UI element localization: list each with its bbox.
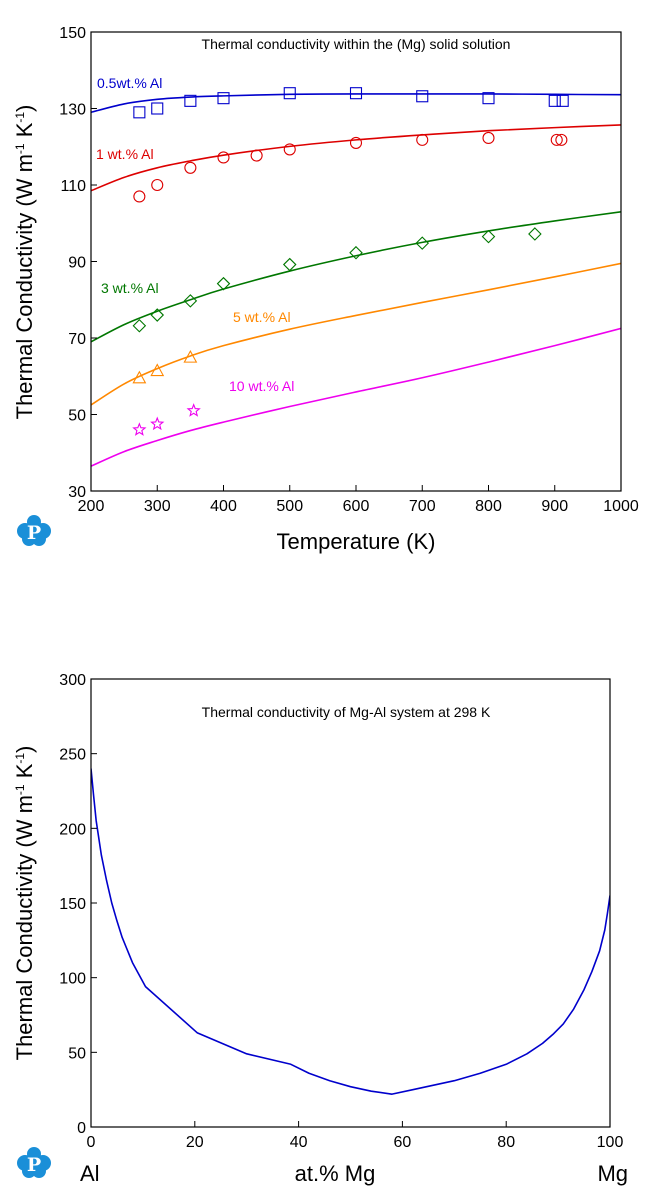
x-tick-label-900: 900 bbox=[541, 498, 568, 515]
series-label-1wt-al: 1 wt.% Al bbox=[96, 146, 154, 162]
conductivity-curve-0 bbox=[91, 768, 610, 1095]
series-label-10wt-al: 10 wt.% Al bbox=[229, 378, 294, 394]
data-point-0-5wt-al bbox=[283, 87, 296, 100]
x-tick-label-400: 400 bbox=[210, 498, 237, 515]
data-point-1-wt-al bbox=[217, 151, 230, 164]
y-tick-label-300: 300 bbox=[59, 672, 86, 689]
x-tick-label-200: 200 bbox=[78, 498, 105, 515]
data-point-1-wt-al bbox=[283, 143, 296, 156]
data-point-1-wt-al bbox=[349, 136, 363, 149]
data-point-3-wt-al bbox=[132, 318, 147, 333]
x-tick-label-600: 600 bbox=[343, 498, 370, 515]
data-point-1-wt-al bbox=[555, 133, 568, 146]
x-tick-label-0: 0 bbox=[87, 1134, 96, 1151]
chart-thermal-conductivity-vs-composition: 0 20 40 60 80 100 0 50 100 150 200 250 300 Thermal c… bbox=[12, 672, 628, 1186]
data-point-3-wt-al bbox=[528, 227, 542, 241]
y-tick-label-50: 50 bbox=[68, 1045, 86, 1062]
series-label-5wt-al: 5 wt.% Al bbox=[233, 309, 291, 325]
data-point-0-5wt-al bbox=[416, 90, 429, 103]
y-tick-label-130: 130 bbox=[59, 102, 86, 119]
data-point-1-wt-al bbox=[250, 149, 263, 162]
y-axis-title: Thermal Conductivity (W m-1 K-1) bbox=[12, 746, 37, 1061]
data-point-0-5wt-al bbox=[349, 87, 363, 100]
chart-title: Thermal conductivity within the (Mg) sol… bbox=[202, 36, 511, 52]
y-tick-label-0: 0 bbox=[77, 1120, 86, 1137]
y-tick-label-150: 150 bbox=[59, 25, 86, 42]
x-axis-title: at.% Mg bbox=[295, 1161, 376, 1186]
x-tick-label-700: 700 bbox=[409, 498, 436, 515]
x-tick-label-500: 500 bbox=[276, 498, 303, 515]
x-tick-label-1000: 1000 bbox=[603, 498, 639, 515]
data-point-0-5wt-al bbox=[556, 94, 569, 107]
data-point-1-wt-al bbox=[482, 131, 495, 145]
data-point-0-5wt-al bbox=[133, 106, 146, 119]
chart-thermal-conductivity-vs-temperature: 200 300 400 500 600 700 800 900 1000 30 50 70 90 110 1… bbox=[12, 25, 639, 554]
data-point-3-wt-al bbox=[349, 245, 363, 260]
data-point-0-5wt-al bbox=[151, 102, 164, 115]
data-point-1-wt-al bbox=[184, 161, 197, 174]
data-point-5-wt-al bbox=[150, 363, 165, 377]
company-logo: P bbox=[17, 1147, 51, 1178]
data-point-0-5wt-al bbox=[217, 92, 230, 105]
company-logo: P bbox=[17, 515, 51, 546]
data-point-3-wt-al bbox=[282, 257, 297, 272]
data-point-10-wt-al bbox=[150, 416, 165, 431]
curve-3-wt-al bbox=[91, 210, 621, 343]
y-tick-label-110: 110 bbox=[60, 178, 86, 195]
data-point-5-wt-al bbox=[183, 349, 198, 363]
data-point-5-wt-al bbox=[132, 370, 147, 384]
data-point-3-wt-al bbox=[481, 229, 496, 244]
x-axis-right-endmember: Mg bbox=[597, 1161, 628, 1186]
data-point-10-wt-al bbox=[132, 422, 147, 436]
data-point-3-wt-al bbox=[415, 236, 430, 250]
data-point-3-wt-al bbox=[216, 276, 231, 291]
svg-text:P: P bbox=[27, 522, 41, 544]
y-tick-label-50: 50 bbox=[68, 408, 86, 425]
data-point-0-5wt-al bbox=[548, 94, 561, 107]
y-tick-label-150: 150 bbox=[59, 896, 86, 913]
y-tick-label-90: 90 bbox=[68, 255, 86, 272]
y-axis-title: Thermal Conductivity (W m-1 K-1) bbox=[12, 105, 37, 420]
data-point-10-wt-al bbox=[186, 403, 201, 417]
x-tick-label-100: 100 bbox=[597, 1134, 624, 1151]
x-tick-label-300: 300 bbox=[144, 498, 171, 515]
chart-title: Thermal conductivity of Mg-Al system at … bbox=[202, 704, 491, 720]
data-point-3-wt-al bbox=[183, 294, 198, 308]
x-tick-label-20: 20 bbox=[186, 1134, 204, 1151]
plot-area-frame bbox=[90, 31, 622, 492]
series-label-3wt-al: 3 wt.% Al bbox=[101, 280, 159, 296]
x-tick-label-60: 60 bbox=[394, 1134, 412, 1151]
curve-10-wt-al bbox=[91, 327, 621, 467]
series-label-0.5wt-al: 0.5wt.% Al bbox=[97, 75, 162, 91]
svg-text:P: P bbox=[27, 1154, 41, 1176]
x-tick-label-80: 80 bbox=[497, 1134, 515, 1151]
y-tick-label-70: 70 bbox=[68, 331, 86, 348]
y-tick-label-200: 200 bbox=[59, 821, 86, 838]
curve-0-5wt-al bbox=[91, 93, 621, 114]
data-point-0-5wt-al bbox=[184, 94, 197, 107]
x-tick-label-40: 40 bbox=[290, 1134, 308, 1151]
data-point-3-wt-al bbox=[150, 308, 165, 322]
y-tick-label-100: 100 bbox=[59, 971, 86, 988]
x-axis-left-endmember: Al bbox=[80, 1161, 100, 1186]
data-point-1-wt-al bbox=[416, 133, 429, 146]
y-tick-label-250: 250 bbox=[59, 747, 86, 764]
data-point-1-wt-al bbox=[133, 190, 146, 203]
x-axis-title: Temperature (K) bbox=[277, 529, 436, 554]
curve-5-wt-al bbox=[91, 262, 621, 406]
data-point-1-wt-al bbox=[151, 178, 164, 192]
curve-1-wt-al bbox=[91, 124, 621, 192]
x-tick-label-800: 800 bbox=[475, 498, 502, 515]
plot-area-frame bbox=[90, 678, 611, 1128]
y-tick-label-30: 30 bbox=[68, 484, 86, 501]
data-point-0-5wt-al bbox=[482, 92, 495, 105]
data-point-1-wt-al bbox=[550, 133, 563, 146]
